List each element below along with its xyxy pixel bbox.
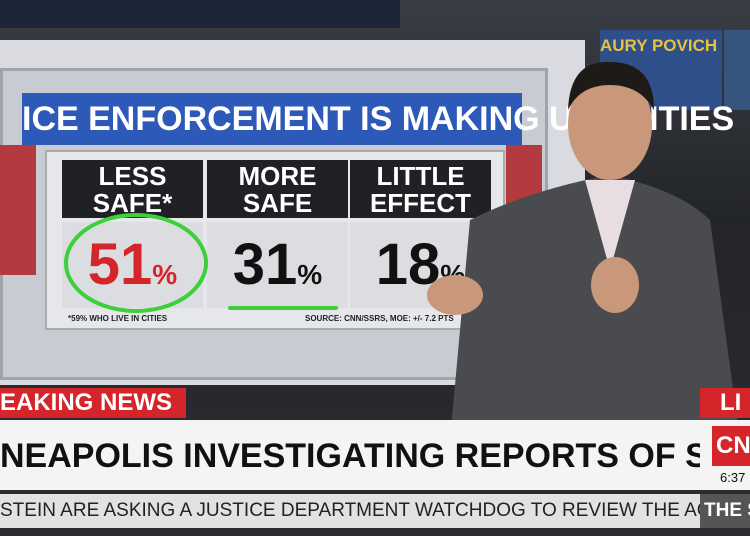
- monitor-text: AURY POVICH: [600, 36, 718, 55]
- top-monitors: [0, 0, 400, 28]
- breaking-tag: EAKING NEWS: [0, 388, 186, 418]
- column-value: 31%: [207, 222, 348, 308]
- unit: %: [152, 259, 178, 290]
- hand: [591, 257, 639, 313]
- highlight: [64, 213, 208, 313]
- value: 31: [232, 232, 298, 297]
- column-value: 51%: [62, 222, 203, 308]
- column-header: LESS SAFE*: [62, 160, 203, 218]
- column-header: MORE SAFE: [207, 160, 348, 218]
- suit: [450, 175, 740, 440]
- side-menu: [0, 145, 36, 275]
- logo: CNN: [712, 426, 750, 466]
- presenter: [427, 61, 740, 440]
- green-underline: [228, 306, 338, 310]
- green-circle: [64, 213, 208, 313]
- value: 18: [375, 232, 441, 297]
- shirt: [585, 180, 635, 270]
- unit: %: [297, 259, 323, 290]
- clock: 6:37: [720, 470, 746, 485]
- face: [568, 70, 652, 180]
- side-monitor: [724, 30, 750, 110]
- logo-box: CNN 6:37: [700, 420, 750, 490]
- value: 51: [87, 232, 153, 297]
- ticker-next: THE S: [700, 494, 750, 528]
- live-tag: LI: [700, 388, 750, 418]
- hand: [427, 275, 483, 315]
- ticker: STEIN ARE ASKING A JUSTICE DEPARTMENT WA…: [0, 494, 700, 528]
- hair: [568, 61, 654, 110]
- source: SOURCE: CNN/SSRS, MOE: +/- 7.2 PTS: [305, 314, 454, 323]
- footnote: *59% WHO LIVE IN CITIES: [68, 314, 168, 323]
- headline: NEAPOLIS INVESTIGATING REPORTS OF SHOOTI…: [0, 420, 700, 490]
- column-header: LITTLE EFFECT: [350, 160, 491, 218]
